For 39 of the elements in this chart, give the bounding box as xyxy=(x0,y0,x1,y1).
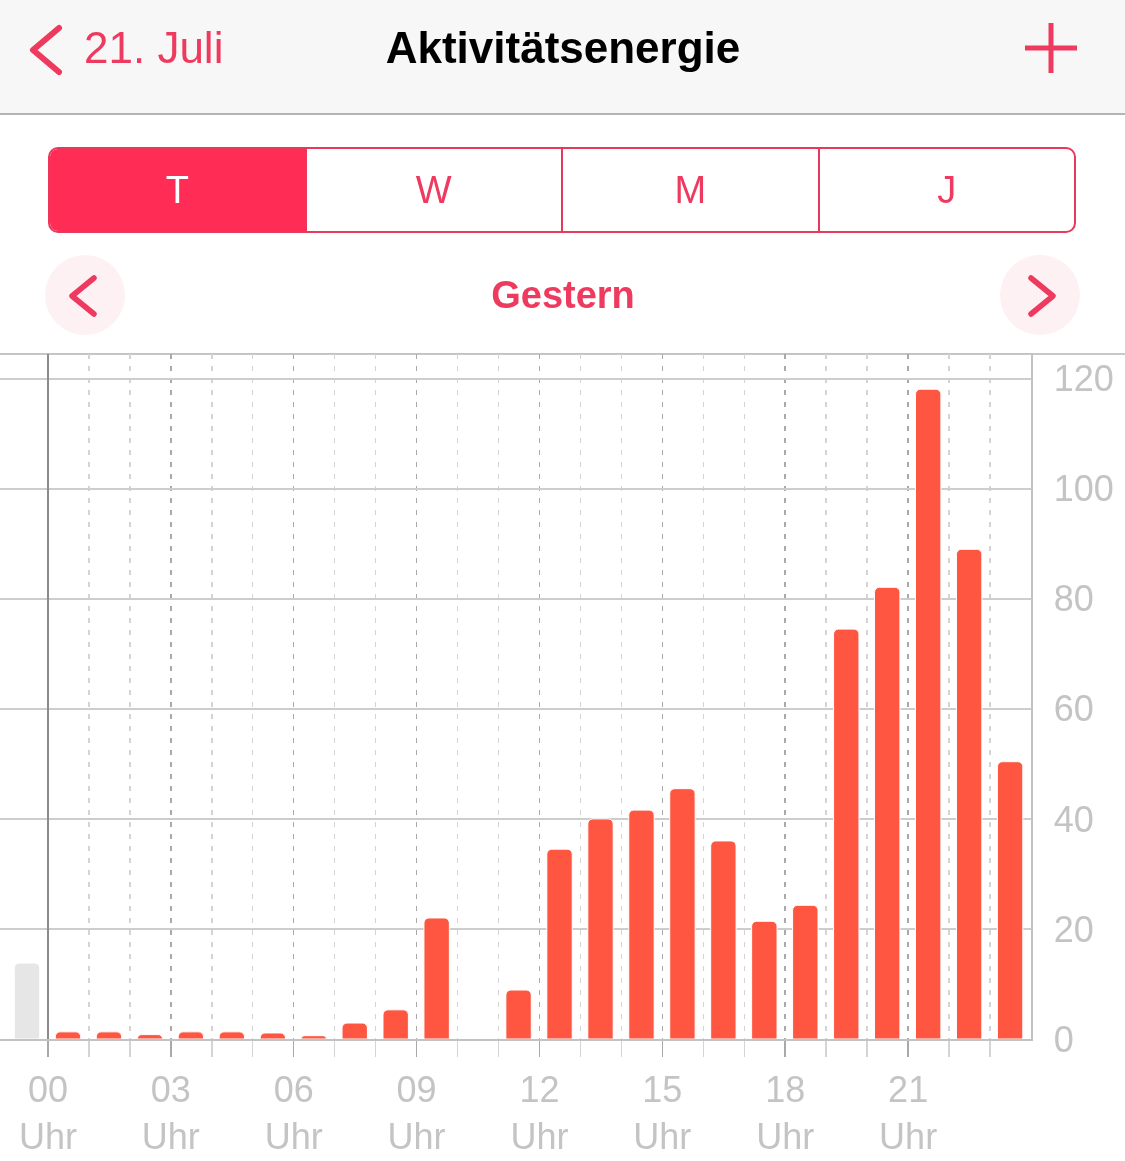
bar xyxy=(751,920,778,1039)
bar xyxy=(587,818,614,1039)
y-tick-label: 100 xyxy=(1053,468,1114,510)
y-tick-label: 20 xyxy=(1053,908,1094,950)
y-tick-label: 40 xyxy=(1053,798,1094,840)
bar xyxy=(710,840,737,1039)
bar xyxy=(914,388,942,1039)
segment-button: J xyxy=(817,149,1074,231)
bar xyxy=(546,848,573,1039)
bar xyxy=(996,761,1024,1039)
text: 21. Juli xyxy=(84,22,224,74)
y-tick-label: 120 xyxy=(1053,358,1114,400)
segment-button: W xyxy=(304,149,561,231)
segment-button: M xyxy=(561,149,818,231)
y-tick-label: 80 xyxy=(1053,578,1094,620)
x-tick-label: 15 Uhr xyxy=(633,1068,692,1157)
chart-title: Aktivitätsenergie xyxy=(385,22,741,74)
x-tick-label: 03 Uhr xyxy=(141,1068,200,1157)
bar xyxy=(628,809,655,1039)
bar xyxy=(423,917,450,1039)
bar xyxy=(792,904,819,1039)
x-tick-label: 18 Uhr xyxy=(756,1068,815,1157)
y-tick-label: 0 xyxy=(1053,1018,1074,1060)
x-tick-label: 06 Uhr xyxy=(264,1068,323,1157)
bar xyxy=(874,586,901,1039)
bar xyxy=(13,962,41,1039)
chart-subtitle: Gestern xyxy=(491,273,635,318)
x-tick-label: 12 Uhr xyxy=(510,1068,569,1157)
x-tick-label: 00 Uhr xyxy=(18,1068,77,1157)
y-tick-label: 60 xyxy=(1053,688,1094,730)
bar xyxy=(955,548,983,1039)
bar xyxy=(382,1009,409,1039)
bar xyxy=(669,788,696,1039)
x-tick-label: 09 Uhr xyxy=(387,1068,446,1157)
bar xyxy=(505,989,532,1039)
x-tick-label: 21 Uhr xyxy=(879,1068,938,1157)
bar xyxy=(833,628,860,1039)
segment-button: T xyxy=(50,149,305,231)
bar xyxy=(341,1022,368,1039)
